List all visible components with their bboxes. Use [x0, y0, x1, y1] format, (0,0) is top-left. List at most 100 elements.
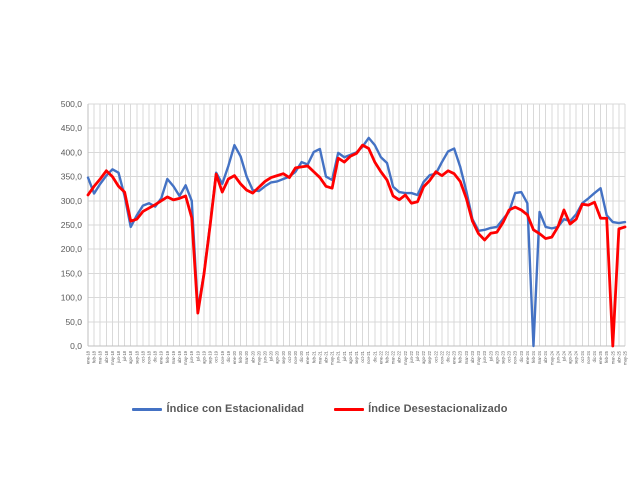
svg-text:jun-22: jun-22 — [409, 350, 414, 363]
svg-text:ene-23: ene-23 — [452, 350, 457, 364]
legend-item-indice-desestacionalizado: Índice Desestacionalizado — [334, 403, 507, 415]
svg-text:ago-24: ago-24 — [568, 350, 573, 364]
svg-text:oct-18: oct-18 — [140, 350, 145, 362]
svg-text:nov-18: nov-18 — [147, 350, 152, 363]
svg-text:dic-24: dic-24 — [592, 350, 597, 362]
svg-text:ene-19: ene-19 — [159, 350, 164, 364]
svg-text:nov-21: nov-21 — [366, 350, 371, 363]
svg-text:sep-21: sep-21 — [354, 350, 359, 363]
svg-text:abr-19: abr-19 — [177, 350, 182, 363]
svg-text:ene-21: ene-21 — [305, 350, 310, 364]
svg-text:oct-24: oct-24 — [580, 350, 585, 362]
svg-text:ago-22: ago-22 — [421, 350, 426, 364]
svg-text:250,0: 250,0 — [61, 220, 83, 230]
legend-label-indice-con-estacionalidad: Índice con Estacionalidad — [166, 403, 305, 415]
series-line-indice-desestacionalizado — [86, 143, 627, 348]
svg-text:jul-21: jul-21 — [342, 350, 347, 362]
svg-text:nov-24: nov-24 — [586, 350, 591, 363]
svg-text:dic-20: dic-20 — [299, 350, 304, 362]
svg-text:mar-23: mar-23 — [464, 350, 469, 364]
svg-text:sep-20: sep-20 — [281, 350, 286, 363]
svg-text:feb-20: feb-20 — [238, 350, 243, 363]
svg-text:400,0: 400,0 — [61, 147, 83, 157]
svg-text:mar-25: mar-25 — [610, 350, 615, 364]
svg-text:feb-24: feb-24 — [531, 350, 536, 363]
legend-label-indice-desestacionalizado: Índice Desestacionalizado — [368, 403, 508, 415]
svg-text:abr-24: abr-24 — [543, 350, 548, 363]
svg-text:oct-23: oct-23 — [507, 350, 512, 362]
svg-text:dic-18: dic-18 — [153, 350, 158, 362]
svg-text:jun-20: jun-20 — [262, 350, 267, 363]
legend-item-indice-con-estacionalidad: Índice con Estacionalidad — [132, 403, 304, 415]
svg-text:oct-20: oct-20 — [287, 350, 292, 362]
svg-text:may-22: may-22 — [403, 350, 408, 365]
svg-text:feb-22: feb-22 — [385, 350, 390, 363]
svg-text:sep-24: sep-24 — [574, 350, 579, 363]
svg-text:nov-23: nov-23 — [513, 350, 518, 363]
svg-text:may-23: may-23 — [476, 350, 481, 365]
svg-text:may-21: may-21 — [330, 350, 335, 365]
svg-text:oct-21: oct-21 — [360, 350, 365, 362]
svg-text:abr-22: abr-22 — [397, 350, 402, 363]
svg-text:100,0: 100,0 — [61, 293, 83, 303]
svg-text:dic-22: dic-22 — [446, 350, 451, 362]
svg-text:ene-22: ene-22 — [378, 350, 383, 364]
legend-line-swatch-red — [334, 407, 365, 411]
svg-text:ago-23: ago-23 — [494, 350, 499, 364]
svg-text:feb-19: feb-19 — [165, 350, 170, 363]
svg-text:350,0: 350,0 — [61, 172, 83, 182]
svg-text:may-19: may-19 — [183, 350, 188, 365]
svg-text:abr-25: abr-25 — [616, 350, 621, 363]
svg-text:jul-23: jul-23 — [488, 350, 493, 362]
svg-text:ene-24: ene-24 — [525, 350, 530, 364]
svg-text:ago-19: ago-19 — [201, 350, 206, 364]
svg-text:abr-18: abr-18 — [104, 350, 109, 363]
svg-text:may-24: may-24 — [549, 350, 554, 365]
svg-text:jun-18: jun-18 — [116, 350, 121, 363]
svg-text:sep-18: sep-18 — [134, 350, 139, 363]
svg-text:ago-18: ago-18 — [128, 350, 133, 364]
svg-text:300,0: 300,0 — [61, 196, 83, 206]
svg-text:mar-19: mar-19 — [171, 350, 176, 364]
svg-text:jul-24: jul-24 — [561, 350, 566, 362]
line-chart: 0,0 50,0 100,0 150,0 200,0 250,0 300,0 350,0 400… — [61, 99, 628, 365]
svg-text:feb-23: feb-23 — [458, 350, 463, 363]
svg-text:feb-25: feb-25 — [604, 350, 609, 363]
svg-text:150,0: 150,0 — [61, 268, 83, 278]
svg-text:mar-18: mar-18 — [98, 350, 103, 364]
svg-text:jul-18: jul-18 — [122, 350, 127, 362]
svg-text:nov-22: nov-22 — [439, 350, 444, 363]
svg-text:0,0: 0,0 — [70, 341, 82, 351]
svg-text:mar-21: mar-21 — [317, 350, 322, 364]
svg-text:abr-23: abr-23 — [470, 350, 475, 363]
legend-line-swatch-blue — [132, 407, 163, 411]
svg-text:dic-19: dic-19 — [226, 350, 231, 362]
svg-text:oct-22: oct-22 — [433, 350, 438, 362]
svg-text:sep-22: sep-22 — [427, 350, 432, 363]
svg-text:abr-20: abr-20 — [250, 350, 255, 363]
x-axis-tick-labels: ene-18 feb-18 mar-18 abr-18 may-18 jun-18 jul-… — [86, 350, 628, 365]
svg-text:ene-20: ene-20 — [232, 350, 237, 364]
svg-text:nov-20: nov-20 — [293, 350, 298, 363]
svg-text:feb-18: feb-18 — [92, 350, 97, 363]
chart-legend: Índice con Estacionalidad Índice Desesta… — [0, 403, 640, 415]
svg-text:jul-20: jul-20 — [269, 350, 274, 362]
axis-lines — [87, 104, 625, 347]
svg-text:ago-20: ago-20 — [275, 350, 280, 364]
svg-text:feb-21: feb-21 — [311, 350, 316, 363]
svg-text:jun-23: jun-23 — [482, 350, 487, 363]
svg-text:sep-19: sep-19 — [208, 350, 213, 363]
svg-text:500,0: 500,0 — [61, 99, 83, 109]
svg-text:abr-21: abr-21 — [323, 350, 328, 363]
svg-text:jul-19: jul-19 — [195, 350, 200, 362]
svg-text:ago-21: ago-21 — [348, 350, 353, 364]
svg-text:ene-18: ene-18 — [86, 350, 91, 364]
svg-text:dic-21: dic-21 — [372, 350, 377, 362]
svg-text:ene-25: ene-25 — [598, 350, 603, 364]
svg-text:mar-24: mar-24 — [537, 350, 542, 364]
svg-text:oct-19: oct-19 — [214, 350, 219, 362]
svg-text:may-20: may-20 — [256, 350, 261, 365]
svg-text:mar-22: mar-22 — [391, 350, 396, 364]
svg-text:sep-23: sep-23 — [500, 350, 505, 363]
